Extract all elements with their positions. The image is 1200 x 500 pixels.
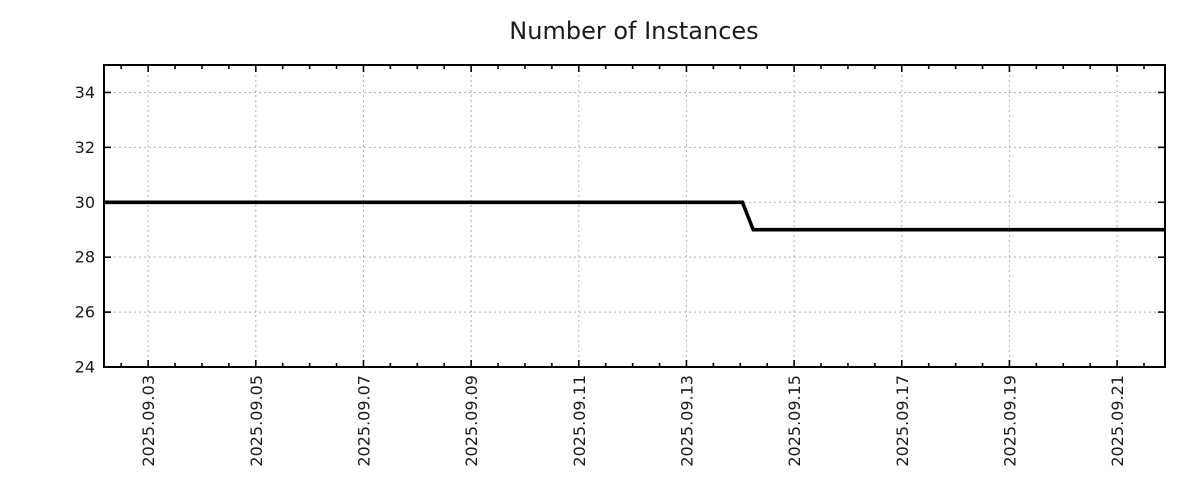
y-tick-label: 32 — [75, 138, 95, 157]
x-tick-label: 2025.09.05 — [247, 375, 266, 467]
y-tick-label: 26 — [75, 303, 95, 322]
x-tick-label: 2025.09.21 — [1108, 375, 1127, 467]
x-tick-label: 2025.09.19 — [1000, 375, 1019, 467]
plot-layer: 24 26 28 30 32 34 2025.09.03 2025.09.05 2025.09.… — [75, 64, 1166, 467]
plot-border — [103, 64, 1166, 368]
x-tick-label: 2025.09.13 — [677, 375, 696, 467]
x-tick-label: 2025.09.17 — [893, 375, 912, 467]
y-tick-label: 24 — [75, 358, 95, 377]
chart-title: Number of Instances — [509, 17, 758, 45]
x-tick-label: 2025.09.15 — [785, 375, 804, 467]
x-tick-label: 2025.09.03 — [139, 375, 158, 467]
y-tick-label: 34 — [75, 83, 95, 102]
y-tick-label: 28 — [75, 248, 95, 267]
x-tick-label: 2025.09.11 — [570, 375, 589, 467]
x-tick-label: 2025.09.07 — [354, 375, 373, 467]
x-tick-label: 2025.09.09 — [462, 375, 481, 467]
y-tick-label: 30 — [75, 193, 95, 212]
series-line — [104, 200, 1165, 232]
